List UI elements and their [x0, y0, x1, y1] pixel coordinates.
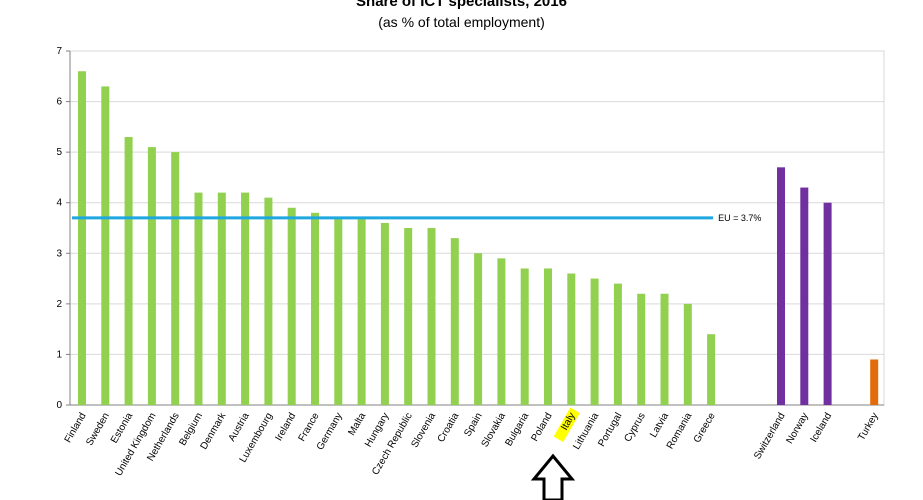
x-tick-label: Cyprus [622, 411, 647, 444]
bar-hungary [380, 222, 389, 405]
bar-bulgaria [520, 268, 529, 405]
bar-spain [474, 253, 483, 405]
bar-latvia [660, 293, 669, 405]
bar-croatia [450, 238, 459, 405]
bar-sweden [101, 86, 110, 406]
bar-denmark [217, 192, 226, 405]
bar-france [311, 212, 319, 405]
y-tick-label: 7 [56, 46, 62, 57]
y-tick-label: 4 [56, 198, 62, 209]
bar-romania [683, 303, 692, 405]
x-tick-label: Switzerland [752, 411, 787, 461]
bar-greece [707, 334, 716, 405]
bar-cyprus [637, 293, 646, 405]
reference-line: EU = 3.7% [72, 213, 761, 223]
y-tick-label: 1 [56, 349, 62, 360]
x-tick-label: France [297, 411, 322, 444]
bar-malta [357, 217, 366, 405]
y-tick-label: 6 [56, 97, 62, 108]
x-tick-label: Iceland [809, 411, 835, 444]
bar-norway [800, 187, 809, 405]
bar-turkey [870, 359, 879, 405]
y-tick-label: 5 [56, 147, 62, 158]
y-tick-label: 2 [56, 299, 62, 310]
bar-austria [241, 192, 250, 405]
bar-italy [567, 273, 576, 405]
x-tick-label: Spain [462, 411, 484, 439]
chart-subtitle: (as % of total employment) [378, 14, 545, 30]
bar-lithuania [590, 278, 599, 405]
y-tick-label: 0 [56, 400, 62, 411]
x-tick-label: Malta [346, 411, 368, 438]
y-tick-label: 3 [56, 248, 62, 259]
bar-united-kingdom [147, 147, 156, 406]
bar-poland [544, 268, 552, 405]
chart-title: Share of ICT specialists, 2016 [356, 0, 567, 10]
bar-czech-republic [404, 228, 413, 405]
bar-portugal [613, 283, 622, 405]
bar-estonia [124, 136, 133, 405]
x-tick-label: Bulgaria [503, 411, 531, 449]
bar-luxembourg [264, 197, 273, 405]
up-arrow-icon [530, 453, 576, 500]
italy-highlight [553, 407, 580, 443]
bar-netherlands [171, 152, 180, 405]
x-tick-label: Latvia [648, 411, 671, 440]
bar-ireland [287, 207, 296, 405]
x-tick-label: Turkey [856, 411, 881, 443]
highlights [553, 407, 580, 443]
bar-slovenia [427, 228, 436, 405]
x-tick-label: Greece [692, 411, 718, 445]
eu-average-label: EU = 3.7% [718, 213, 761, 223]
x-tick-label: Norway [784, 411, 810, 446]
bar-iceland [823, 202, 832, 405]
x-tick-label: Ireland [273, 411, 298, 443]
bar-belgium [194, 192, 203, 405]
x-tick-label: Croatia [436, 411, 462, 445]
x-tick-label: Poland [530, 411, 555, 443]
x-tick-label: Austria [227, 411, 252, 444]
bar-switzerland [777, 167, 785, 405]
y-axis-ticks: 0 1 2 3 4 5 6 7 [56, 46, 62, 411]
bar-slovakia [497, 258, 506, 405]
bar-germany [334, 217, 343, 405]
bars [78, 71, 879, 406]
bar-finland [78, 71, 86, 405]
